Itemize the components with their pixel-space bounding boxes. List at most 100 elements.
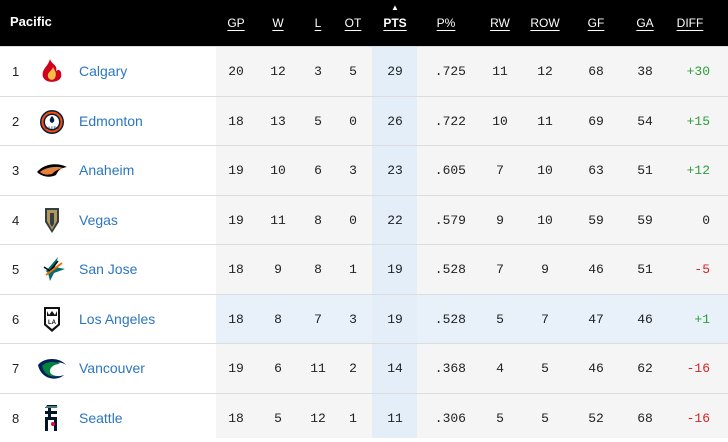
column-header-w[interactable]: W — [253, 0, 303, 46]
team-link[interactable]: Vancouver — [79, 360, 145, 376]
column-header-gp[interactable]: GP — [211, 0, 261, 46]
stat-pts: 23 — [387, 163, 403, 178]
canucks-logo-icon[interactable] — [36, 352, 68, 384]
team-link[interactable]: Anaheim — [79, 162, 135, 178]
column-header-label: OT — [344, 16, 362, 30]
team-link[interactable]: San Jose — [79, 261, 138, 277]
team-link[interactable]: Edmonton — [79, 112, 143, 129]
oilers-logo-icon[interactable]: OILERS — [36, 105, 68, 137]
stat-rw: 10 — [492, 113, 508, 129]
golden-knights-logo-icon[interactable] — [36, 204, 68, 236]
sharks-logo-icon[interactable] — [36, 253, 68, 285]
stat-gf: 52 — [588, 410, 604, 426]
team-link[interactable]: Los Angeles — [79, 310, 156, 327]
stat-row: 5 — [541, 361, 549, 376]
column-header-label: ROW — [530, 16, 560, 30]
stat-ot: 2 — [349, 361, 357, 376]
svg-text:LA: LA — [48, 320, 57, 326]
stat-rw: 11 — [492, 64, 508, 79]
team-link[interactable]: Calgary — [79, 63, 128, 79]
svg-text:OILERS: OILERS — [45, 125, 60, 130]
stat-gp: 19 — [228, 163, 244, 178]
stat-gf: 46 — [588, 262, 604, 277]
stat-pts: 11 — [387, 410, 403, 426]
stat-ga: 46 — [637, 311, 653, 327]
stat-pct: .528 — [434, 262, 466, 277]
kraken-logo-icon[interactable] — [36, 402, 68, 434]
team-link[interactable]: Seattle — [79, 409, 123, 426]
flames-logo-icon[interactable] — [36, 55, 68, 87]
stat-gf: 69 — [588, 113, 604, 129]
rank: 7 — [12, 361, 20, 376]
rank: 4 — [12, 212, 20, 228]
stat-ot: 3 — [349, 311, 357, 327]
stat-ot: 0 — [349, 212, 357, 228]
column-header-rw[interactable]: RW — [475, 0, 525, 46]
stat-pts: 19 — [387, 262, 403, 277]
stat-rw: 4 — [496, 361, 504, 376]
stat-row: 5 — [541, 410, 549, 426]
stat-ot: 1 — [349, 262, 357, 277]
team-link[interactable]: Vegas — [79, 211, 118, 228]
rank: 6 — [12, 311, 20, 327]
stat-row: 11 — [537, 113, 553, 129]
column-header-label: L — [314, 16, 322, 30]
stat-pts: 22 — [387, 212, 403, 228]
sort-ascending-icon: ▲ — [391, 3, 399, 12]
column-header-label: GP — [227, 16, 245, 30]
stat-l: 7 — [314, 311, 322, 327]
column-header-diff[interactable]: DIFF — [665, 0, 715, 46]
stat-rw: 5 — [496, 410, 504, 426]
stat-row: 9 — [541, 262, 549, 277]
stat-ga: 62 — [637, 361, 653, 376]
ducks-logo-icon[interactable] — [36, 154, 68, 186]
stat-rw: 7 — [496, 163, 504, 178]
column-header-l[interactable]: L — [293, 0, 343, 46]
stat-ga: 51 — [637, 163, 653, 178]
stat-gp: 19 — [228, 361, 244, 376]
rank: 2 — [12, 113, 20, 129]
stat-w: 12 — [270, 64, 286, 79]
division-title: Pacific — [10, 14, 52, 29]
stat-row: 10 — [537, 212, 553, 228]
rank: 3 — [12, 163, 20, 178]
stat-pct: .725 — [434, 64, 466, 79]
stat-pct: .368 — [434, 361, 466, 376]
stat-ga: 51 — [637, 262, 653, 277]
column-header-gf[interactable]: GF — [571, 0, 621, 46]
stat-pct: .306 — [434, 410, 466, 426]
stats-area-background — [216, 46, 728, 438]
stat-ot: 5 — [349, 64, 357, 79]
stat-pts: 26 — [387, 113, 403, 129]
table-row: 6 LA Los Angeles 18 8 7 3 19 .528 5 7 47 46 +1 — [0, 293, 728, 343]
stat-gf: 59 — [588, 212, 604, 228]
column-header-label: DIFF — [676, 16, 704, 30]
stat-gf: 63 — [588, 163, 604, 178]
table-row: 1 Calgary 20 12 3 5 29 .725 11 12 68 38 +30 — [0, 46, 728, 95]
stat-w: 10 — [270, 163, 286, 178]
kings-logo-icon[interactable]: LA — [36, 303, 68, 335]
stat-rw: 5 — [496, 311, 504, 327]
table-header: Pacific GP W L OT ▲ PTS P% RW ROW GF GA DIFF — [0, 0, 728, 46]
stat-gf: 47 — [588, 311, 604, 327]
table-row: 5 San Jose 18 9 8 1 19 .528 7 9 46 51 -5 — [0, 244, 728, 293]
column-header-pts[interactable]: ▲ PTS — [370, 0, 420, 46]
stat-gf: 68 — [588, 64, 604, 79]
stat-pts: 19 — [387, 311, 403, 327]
stat-w: 5 — [274, 410, 282, 426]
hovered-row-highlight — [216, 294, 728, 343]
column-header-p-pct[interactable]: P% — [421, 0, 471, 46]
column-header-label: GF — [587, 16, 605, 30]
stat-w: 9 — [274, 262, 282, 277]
column-header-ot[interactable]: OT — [328, 0, 378, 46]
column-header-ga[interactable]: GA — [620, 0, 670, 46]
stat-l: 8 — [314, 212, 322, 228]
table-row: 8 Seattle 18 5 12 1 11.306 5 5 52 68 -16 — [0, 392, 728, 442]
column-header-row[interactable]: ROW — [520, 0, 570, 46]
stat-diff: -5 — [694, 262, 710, 277]
stat-gp: 19 — [228, 212, 244, 228]
stat-l: 3 — [314, 64, 322, 79]
stat-l: 5 — [314, 113, 322, 129]
table-row: 7 Vancouver 19 6 11 2 14 .368 4 5 46 62 -16 — [0, 343, 728, 392]
sorted-column-highlight — [372, 0, 417, 438]
